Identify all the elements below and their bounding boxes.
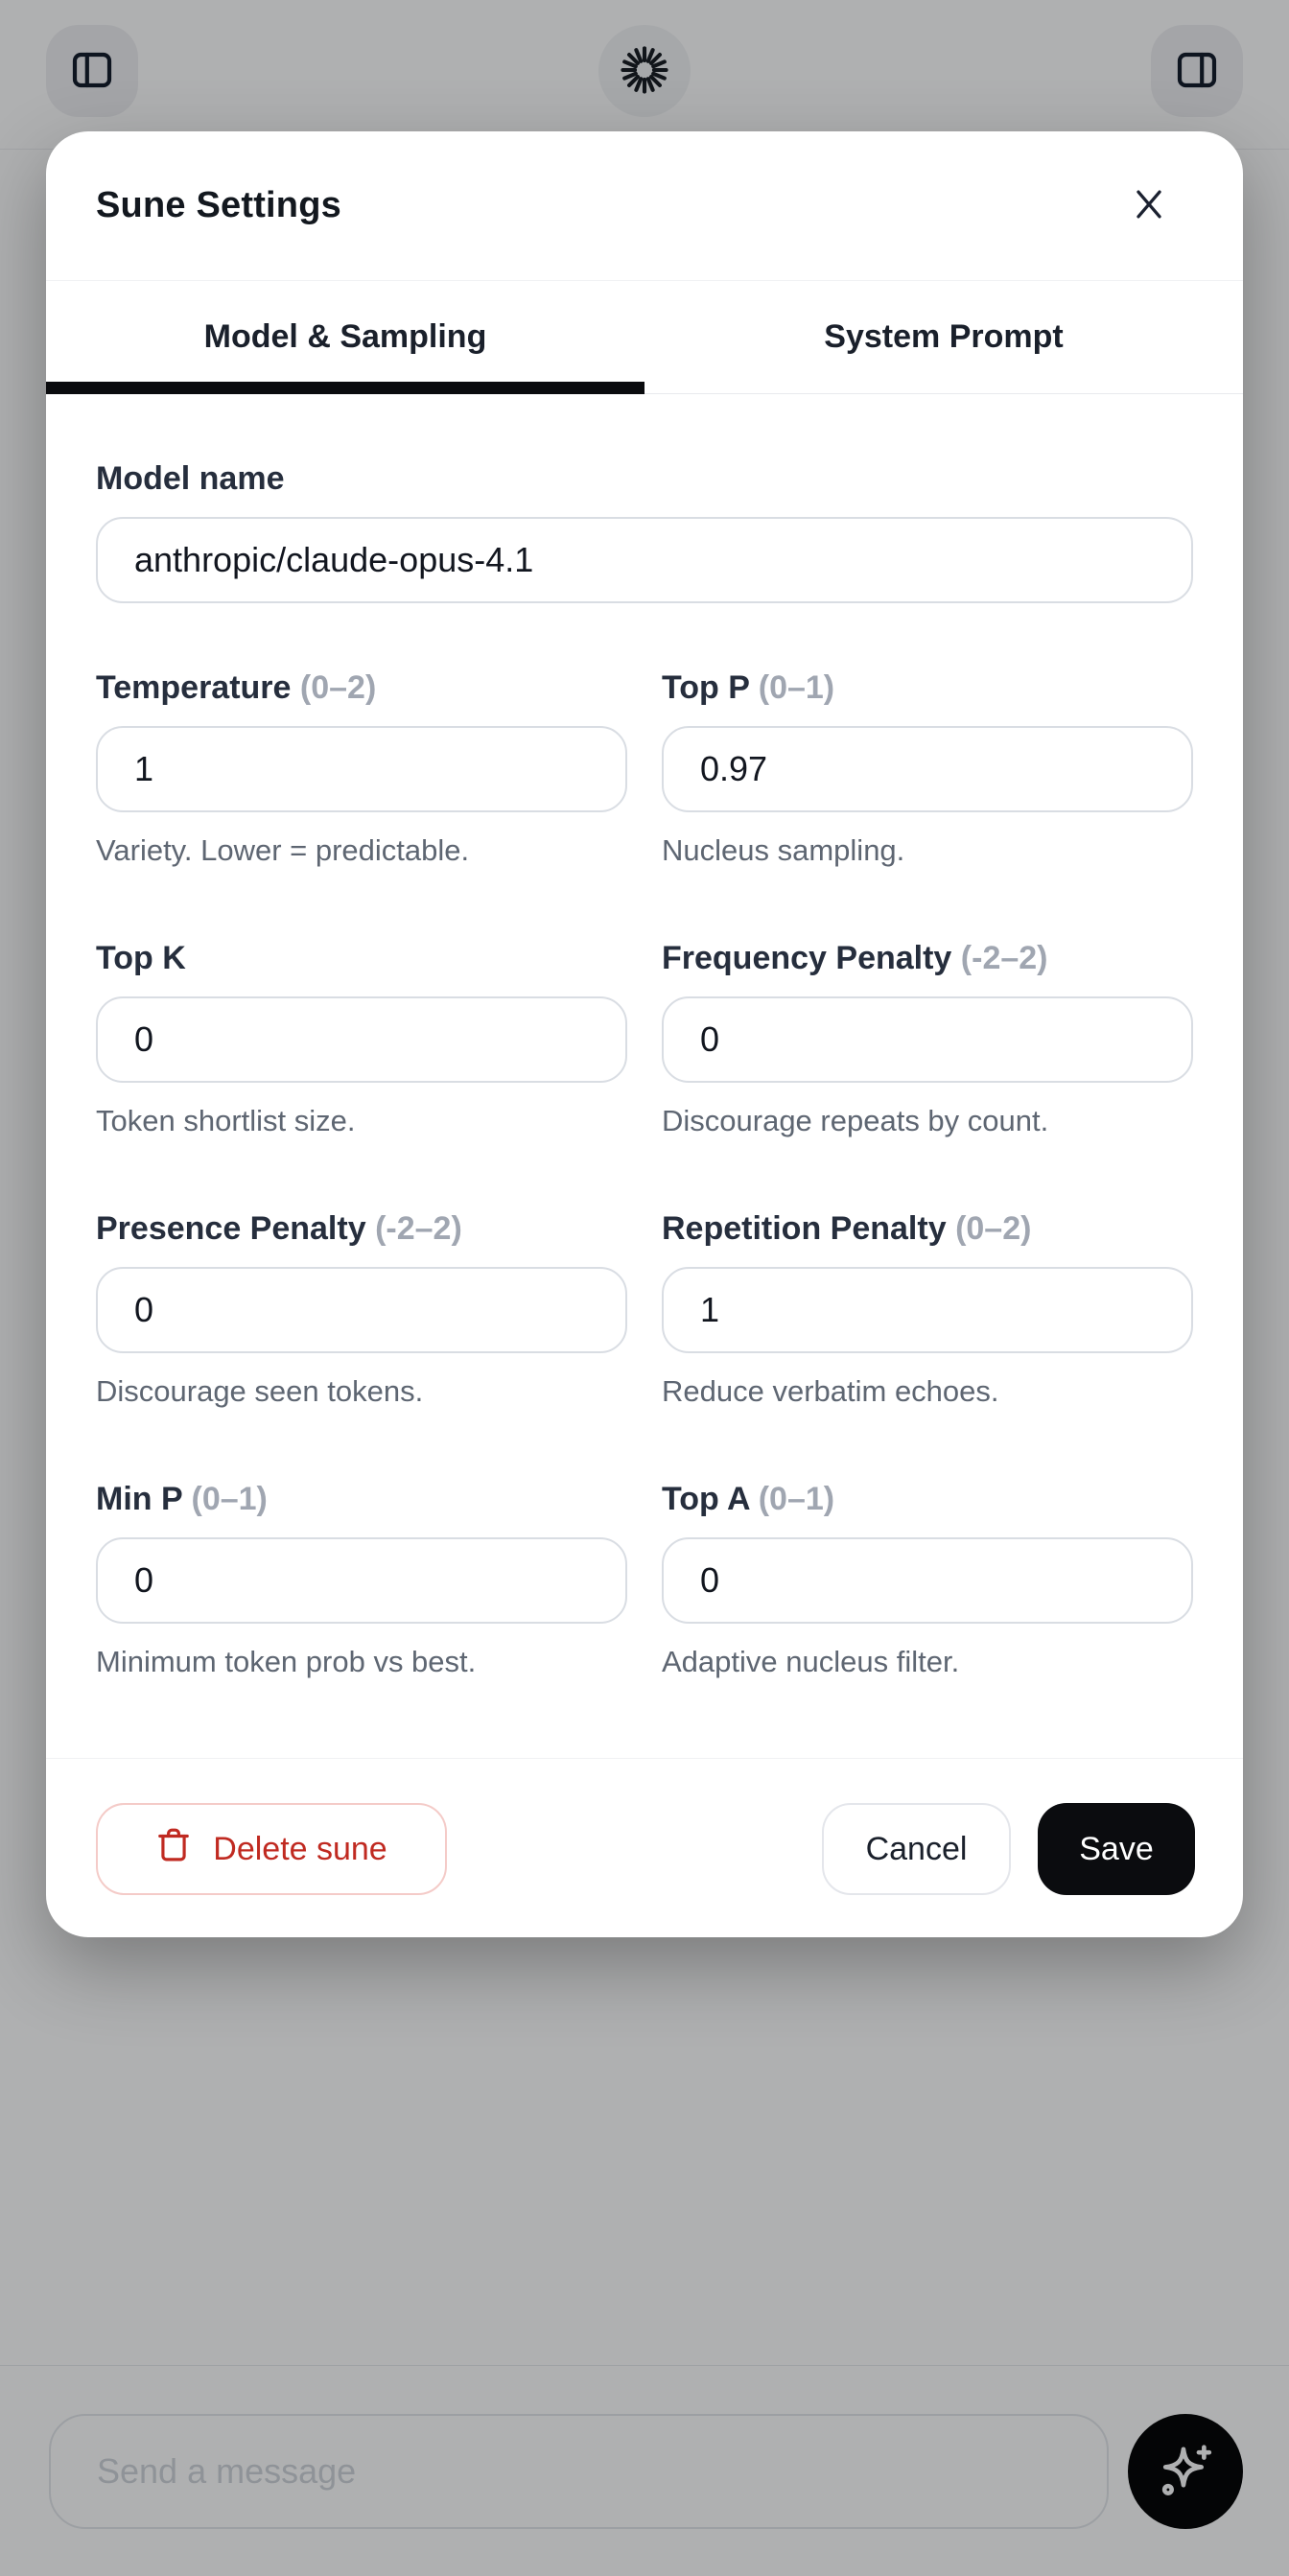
temperature-label: Temperature <box>96 669 292 706</box>
message-composer <box>0 2365 1289 2576</box>
starburst-logo-icon <box>620 45 669 98</box>
sune-settings-modal: Sune Settings Model & Sampling System Pr… <box>46 131 1243 1937</box>
frequency-penalty-label: Frequency Penalty <box>662 940 952 976</box>
field-presence-penalty: Presence Penalty (-2–2) Discourage seen … <box>96 1206 627 1411</box>
temperature-input[interactable] <box>96 726 627 812</box>
top-a-label: Top A <box>662 1481 750 1517</box>
top-p-input[interactable] <box>662 726 1193 812</box>
panel-right-icon <box>1174 47 1220 96</box>
min-p-input[interactable] <box>96 1537 627 1624</box>
frequency-penalty-help: Discourage repeats by count. <box>662 1104 1049 1137</box>
panel-left-icon <box>69 47 115 96</box>
min-p-help: Minimum token prob vs best. <box>96 1645 477 1678</box>
top-p-help: Nucleus sampling. <box>662 833 905 867</box>
cancel-label: Cancel <box>865 1830 968 1867</box>
field-top-a: Top A (0–1) Adaptive nucleus filter. <box>662 1476 1193 1681</box>
top-bar <box>0 0 1289 150</box>
sidebar-toggle-button[interactable] <box>46 25 138 117</box>
modal-title: Sune Settings <box>96 185 341 225</box>
sparkles-icon <box>1156 2441 1215 2503</box>
field-repetition-penalty: Repetition Penalty (0–2) Reduce verbatim… <box>662 1206 1193 1411</box>
modal-footer: Delete sune Cancel Save <box>46 1758 1243 1937</box>
right-panel-toggle-button[interactable] <box>1151 25 1243 117</box>
tab-model-sampling-label: Model & Sampling <box>203 318 487 355</box>
tab-system-prompt-label: System Prompt <box>824 318 1064 355</box>
top-k-input[interactable] <box>96 996 627 1083</box>
close-button[interactable] <box>1118 176 1180 237</box>
repetition-penalty-label: Repetition Penalty <box>662 1210 947 1247</box>
tab-system-prompt[interactable]: System Prompt <box>644 281 1243 393</box>
presence-penalty-range: (-2–2) <box>375 1210 462 1247</box>
presence-penalty-label: Presence Penalty <box>96 1210 366 1247</box>
tab-model-sampling[interactable]: Model & Sampling <box>46 281 644 394</box>
model-name-input[interactable] <box>96 517 1193 603</box>
repetition-penalty-help: Reduce verbatim echoes. <box>662 1374 999 1408</box>
field-top-p: Top P (0–1) Nucleus sampling. <box>662 665 1193 870</box>
sampling-fields-grid: Temperature (0–2) Variety. Lower = predi… <box>96 665 1193 1681</box>
presence-penalty-help: Discourage seen tokens. <box>96 1374 424 1408</box>
min-p-range: (0–1) <box>191 1481 268 1517</box>
model-name-label: Model name <box>96 460 285 497</box>
top-a-input[interactable] <box>662 1537 1193 1624</box>
active-tab-indicator <box>46 382 644 394</box>
model-sampling-panel: Model name Temperature (0–2) Variety. Lo… <box>46 394 1243 1681</box>
settings-tabs: Model & Sampling System Prompt <box>46 281 1243 394</box>
top-p-label: Top P <box>662 669 750 706</box>
frequency-penalty-input[interactable] <box>662 996 1193 1083</box>
delete-sune-label: Delete sune <box>213 1830 387 1867</box>
close-x-icon <box>1128 183 1170 228</box>
min-p-label: Min P <box>96 1481 183 1517</box>
top-a-range: (0–1) <box>758 1481 835 1517</box>
save-button[interactable]: Save <box>1038 1803 1195 1895</box>
repetition-penalty-range: (0–2) <box>955 1210 1032 1247</box>
delete-sune-button[interactable]: Delete sune <box>96 1803 447 1895</box>
field-frequency-penalty: Frequency Penalty (-2–2) Discourage repe… <box>662 935 1193 1140</box>
app-logo-button[interactable] <box>598 25 691 117</box>
top-k-label: Top K <box>96 940 186 976</box>
field-top-k: Top K Token shortlist size. <box>96 935 627 1140</box>
repetition-penalty-input[interactable] <box>662 1267 1193 1353</box>
message-input[interactable] <box>49 2414 1109 2529</box>
top-k-help: Token shortlist size. <box>96 1104 356 1137</box>
sparkles-send-button[interactable] <box>1128 2414 1243 2529</box>
frequency-penalty-range: (-2–2) <box>960 940 1048 976</box>
top-a-help: Adaptive nucleus filter. <box>662 1645 960 1678</box>
field-temperature: Temperature (0–2) Variety. Lower = predi… <box>96 665 627 870</box>
presence-penalty-input[interactable] <box>96 1267 627 1353</box>
top-p-range: (0–1) <box>758 669 835 706</box>
save-label: Save <box>1079 1830 1154 1867</box>
trash-icon <box>155 1827 192 1872</box>
temperature-help: Variety. Lower = predictable. <box>96 833 470 867</box>
modal-header: Sune Settings <box>46 131 1243 281</box>
temperature-range: (0–2) <box>299 669 377 706</box>
field-min-p: Min P (0–1) Minimum token prob vs best. <box>96 1476 627 1681</box>
cancel-button[interactable]: Cancel <box>822 1803 1011 1895</box>
